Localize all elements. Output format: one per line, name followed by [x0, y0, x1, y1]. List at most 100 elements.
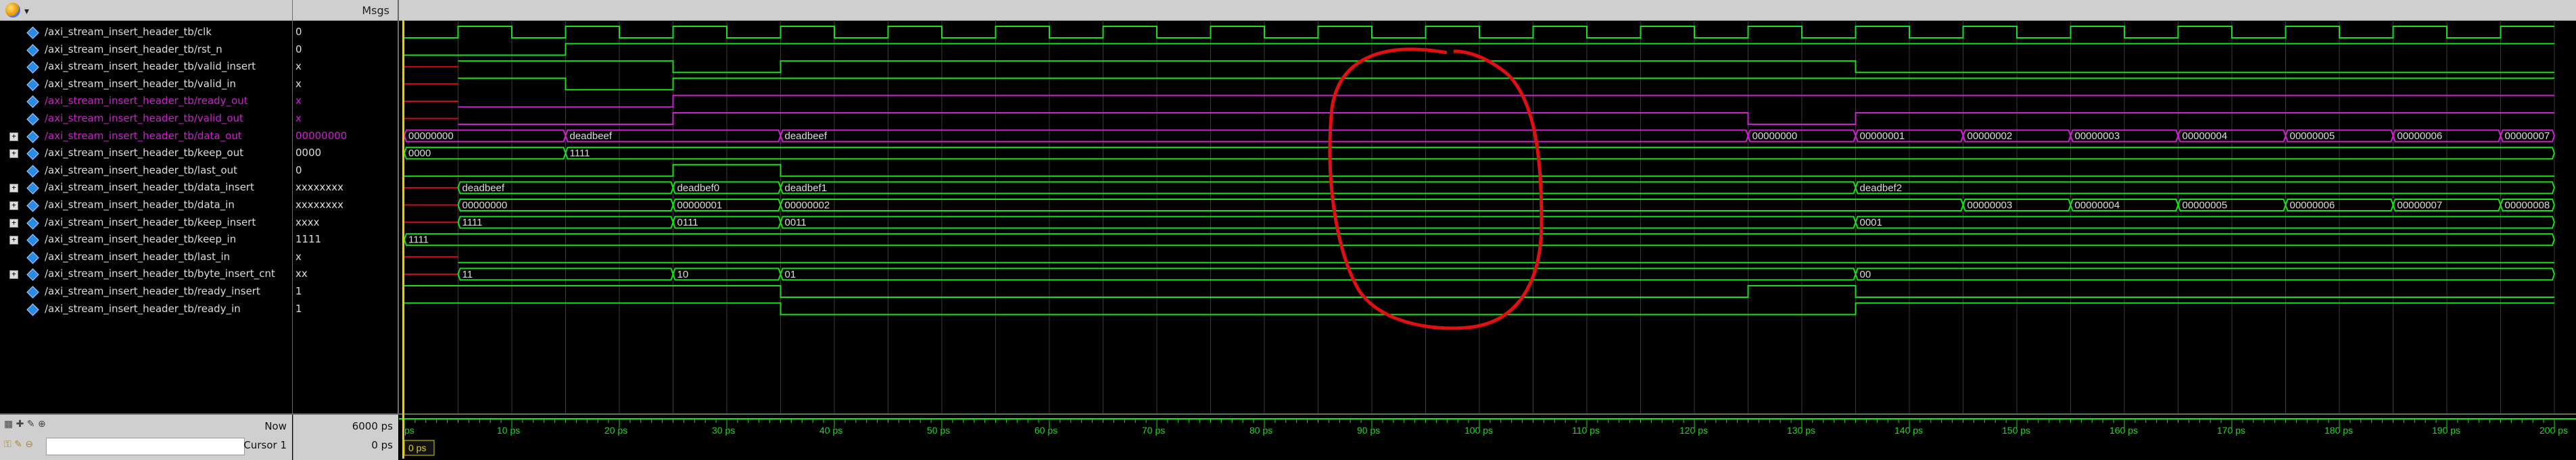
bus-value-label: 00000004	[2183, 130, 2228, 142]
timeline-tick-label: 110 ps	[1572, 425, 1600, 436]
signal-row[interactable]: /axi_stream_insert_header_tb/valid_out	[0, 110, 292, 127]
name-pane-header: ▾	[0, 0, 292, 21]
bus-value-label: 0001	[1860, 217, 1882, 228]
signal-row[interactable]: + /axi_stream_insert_header_tb/keep_inser…	[0, 214, 292, 231]
signal-row[interactable]: + /axi_stream_insert_header_tb/data_out	[0, 128, 292, 145]
bus-value-label: 00000003	[2075, 130, 2120, 142]
bus-value-label: 1111	[570, 148, 590, 159]
bit-waveform	[458, 77, 2554, 91]
timeline-tick-label: 160 ps	[2109, 425, 2138, 436]
signal-row[interactable]: /axi_stream_insert_header_tb/valid_in	[0, 76, 292, 93]
bit-waveform	[458, 60, 2554, 74]
signal-diamond-icon	[26, 43, 39, 57]
timeline-tick-label: 150 ps	[2002, 425, 2030, 436]
signal-value: xxxxxxxx	[295, 199, 344, 211]
signal-name: /axi_stream_insert_header_tb/ready_out	[45, 95, 248, 107]
bus-value-label: 0000	[408, 148, 431, 159]
timeline-tick-label: 40 ps	[819, 425, 842, 436]
now-label: Now	[264, 420, 287, 432]
bus-value-label: 1111	[462, 217, 483, 228]
bit-waveform	[404, 163, 2554, 177]
signal-value: 1111	[295, 233, 322, 246]
red-annotation-circle	[1328, 47, 1544, 330]
signal-name: /axi_stream_insert_header_tb/clk	[45, 26, 212, 38]
signal-name: /axi_stream_insert_header_tb/data_in	[45, 199, 235, 211]
signal-diamond-icon	[26, 61, 39, 74]
timeline-tick-label: 120 ps	[1679, 425, 1708, 436]
expand-toggle-icon[interactable]: +	[9, 132, 18, 141]
signal-row[interactable]: /axi_stream_insert_header_tb/last_out	[0, 162, 292, 179]
timeline-tick-label: 10 ps	[497, 425, 520, 436]
signal-name: /axi_stream_insert_header_tb/ready_in	[45, 302, 241, 315]
signal-name: /axi_stream_insert_header_tb/data_out	[45, 129, 242, 142]
signal-value: 1	[295, 302, 302, 315]
signal-name: /axi_stream_insert_header_tb/rst_n	[45, 43, 222, 55]
signal-name-pane: ▾ /axi_stream_insert_header_tb/clk/axi_s…	[0, 0, 293, 413]
signal-diamond-icon	[26, 130, 39, 143]
signal-diamond-icon	[26, 95, 39, 109]
bus-value-label: 00000001	[1860, 130, 1905, 142]
signal-row[interactable]: + /axi_stream_insert_header_tb/keep_out	[0, 145, 292, 161]
signal-row[interactable]: /axi_stream_insert_header_tb/ready_inser…	[0, 283, 292, 300]
toolbar-icons[interactable]: ▦ ✚ ✎ ⊕	[4, 419, 46, 430]
expand-toggle-icon[interactable]: +	[9, 201, 18, 210]
modelsim-logo-icon[interactable]	[5, 3, 20, 18]
bit-waveform	[458, 95, 2554, 108]
expand-toggle-icon[interactable]: +	[9, 149, 18, 159]
bit-waveform	[404, 26, 2554, 39]
expand-toggle-icon[interactable]: +	[9, 236, 18, 245]
signal-row[interactable]: + /axi_stream_insert_header_tb/keep_in	[0, 231, 292, 248]
signal-name: /axi_stream_insert_header_tb/last_out	[45, 163, 238, 176]
expand-toggle-icon[interactable]: +	[9, 184, 18, 193]
timeline-tick-label: 170 ps	[2217, 425, 2245, 436]
signal-diamond-icon	[26, 147, 39, 160]
bus-value-label: 00000004	[2075, 200, 2120, 211]
signal-row[interactable]: + /axi_stream_insert_header_tb/byte_inser…	[0, 265, 292, 282]
signal-row[interactable]: + /axi_stream_insert_header_tb/data_inser…	[0, 179, 292, 196]
bus-value-label: 00000007	[2398, 200, 2443, 211]
signal-diamond-icon	[26, 199, 39, 212]
bus-value-label: deadbef0	[677, 182, 720, 194]
timeline-tick-label: 130 ps	[1787, 425, 1815, 436]
bit-waveform	[458, 112, 2554, 125]
bus-value-label: deadbeef	[570, 130, 613, 142]
signal-value: xxxx	[295, 215, 320, 228]
cursor-1-line[interactable]	[402, 20, 404, 459]
bus-segment	[565, 147, 2556, 160]
bus-value-label: 1111	[408, 234, 429, 246]
signal-row[interactable]: /axi_stream_insert_header_tb/ready_in	[0, 301, 292, 317]
chevron-down-icon[interactable]: ▾	[24, 6, 30, 17]
cursor-tools-icon[interactable]: ⚿ ✎ ⊖	[4, 439, 34, 450]
timeline-tick-label: 60 ps	[1034, 425, 1057, 436]
timeline-ruler[interactable]: ps 10 ps 20 ps 30 ps 40 ps 50 ps 60 ps 70 ps 80 …	[399, 415, 2576, 460]
wave-area[interactable]: 00000000 deadbeef deadbeef 00000000 00000001…	[399, 0, 2576, 413]
signal-name: /axi_stream_insert_header_tb/ready_inser…	[45, 285, 260, 297]
signal-row[interactable]: /axi_stream_insert_header_tb/clk	[0, 24, 292, 41]
status-value-pane: 6000 ps 0 ps	[293, 415, 398, 460]
bus-value-label: deadbef1	[785, 182, 828, 194]
expand-toggle-icon[interactable]: +	[9, 218, 18, 228]
signal-diamond-icon	[26, 182, 39, 195]
signal-name: /axi_stream_insert_header_tb/data_insert	[45, 181, 254, 194]
signal-row[interactable]: /axi_stream_insert_header_tb/last_in	[0, 249, 292, 265]
waveform-canvas[interactable]: 00000000 deadbeef deadbeef 00000000 00000001…	[399, 20, 2576, 413]
signal-row[interactable]: + /axi_stream_insert_header_tb/data_in	[0, 197, 292, 213]
cursor-name-field[interactable]	[46, 438, 245, 455]
signal-row[interactable]: /axi_stream_insert_header_tb/ready_out	[0, 93, 292, 109]
bus-value-label: 00000000	[462, 200, 508, 211]
signal-diamond-icon	[26, 26, 39, 39]
bus-value-label: 00000001	[677, 200, 723, 211]
signal-value: 1	[295, 285, 302, 297]
expand-toggle-icon[interactable]: +	[9, 270, 18, 280]
bus-value-label: 01	[785, 269, 796, 280]
bus-segment	[1855, 267, 2556, 281]
cursor-time-label: 0 ps	[408, 442, 426, 453]
signal-row[interactable]: /axi_stream_insert_header_tb/rst_n	[0, 41, 292, 58]
bus-value-label: 00000005	[2183, 200, 2228, 211]
timeline-tick-label: 190 ps	[2432, 425, 2460, 436]
timeline-tick-label: ps	[404, 425, 414, 436]
signal-row[interactable]: /axi_stream_insert_header_tb/valid_inser…	[0, 58, 292, 75]
signal-diamond-icon	[26, 216, 39, 230]
timeline-tick-label: 80 ps	[1249, 425, 1272, 436]
